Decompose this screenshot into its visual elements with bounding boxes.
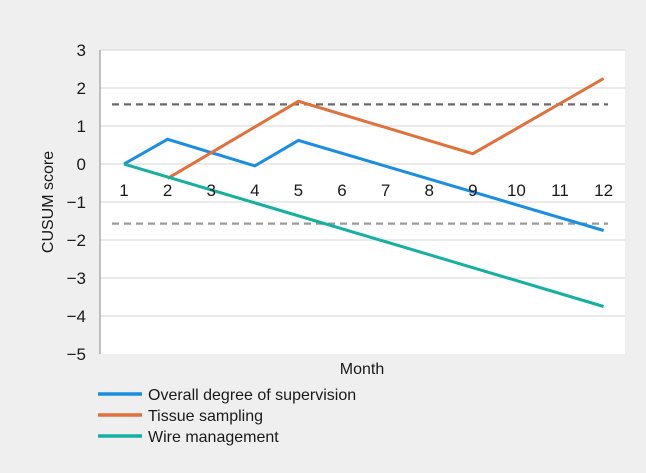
y-tick-label: 3 xyxy=(77,41,86,60)
x-tick-label: 5 xyxy=(294,181,303,200)
y-tick-label: −2 xyxy=(67,231,86,250)
x-tick-label: 3 xyxy=(206,181,215,200)
legend-label: Wire management xyxy=(148,429,279,446)
y-tick-label: −3 xyxy=(67,269,86,288)
x-tick-label: 8 xyxy=(424,181,433,200)
x-tick-label: 6 xyxy=(337,181,346,200)
y-tick-label: −5 xyxy=(67,345,86,364)
y-tick-label: 1 xyxy=(77,117,86,136)
legend: Overall degree of supervision Tissue samp… xyxy=(98,387,356,446)
legend-label: Tissue sampling xyxy=(148,408,263,425)
y-axis-label: CUSUM score xyxy=(40,151,57,253)
y-tick-labels: 3 2 1 0 −1 −2 −3 −4 −5 xyxy=(67,41,86,364)
x-axis-label: Month xyxy=(340,361,384,378)
x-tick-label: 12 xyxy=(594,181,613,200)
y-tick-label: −4 xyxy=(67,307,86,326)
x-tick-label: 2 xyxy=(163,181,172,200)
legend-label: Overall degree of supervision xyxy=(148,387,356,404)
x-tick-label: 11 xyxy=(551,181,569,200)
x-tick-label: 10 xyxy=(507,181,526,200)
y-tick-label: 0 xyxy=(77,155,86,174)
x-tick-label: 9 xyxy=(468,181,477,200)
x-tick-label: 7 xyxy=(381,181,390,200)
y-tick-label: 2 xyxy=(77,79,86,98)
x-tick-label: 4 xyxy=(250,181,259,200)
x-tick-label: 1 xyxy=(119,181,128,200)
y-tick-label: −1 xyxy=(67,193,86,212)
